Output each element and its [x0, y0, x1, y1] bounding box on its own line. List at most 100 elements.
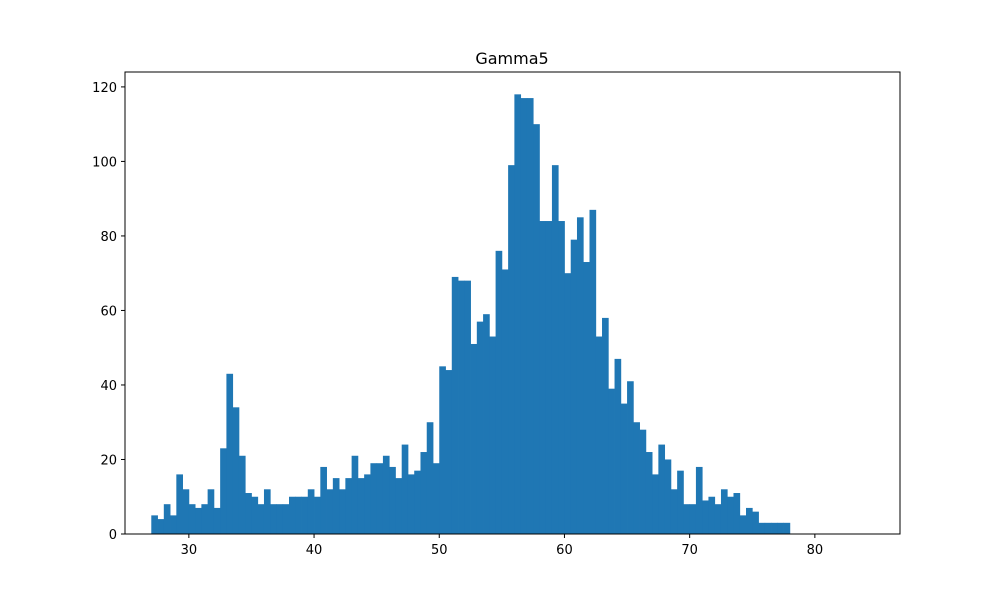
histogram-bar: [232, 407, 240, 534]
plot-frame: [124, 71, 901, 535]
x-tick-label: 40: [306, 543, 323, 558]
histogram-bar: [270, 504, 277, 534]
histogram-bar: [720, 489, 728, 534]
histogram-bar: [501, 269, 509, 534]
histogram-bar: [307, 489, 315, 534]
histogram-bar: [170, 515, 177, 534]
x-axis: 30 40 50 60 70 80: [181, 534, 824, 558]
x-tick-label: 50: [431, 543, 448, 558]
y-tick-label: 100: [92, 155, 117, 170]
histogram-bar: [238, 455, 246, 534]
histogram-bar: [564, 273, 572, 534]
histogram-bar: [746, 507, 753, 534]
x-tick-label: 80: [807, 543, 824, 558]
bars-group: [151, 94, 791, 534]
histogram-bar: [627, 381, 634, 534]
histogram-bar: [345, 478, 353, 534]
histogram-bar: [276, 504, 284, 534]
histogram-bar: [195, 507, 202, 534]
histogram-bar: [483, 314, 490, 534]
x-tick-label: 30: [181, 543, 198, 558]
histogram-bar: [645, 452, 653, 534]
histogram-bar: [301, 496, 309, 534]
histogram-bar: [777, 522, 784, 534]
histogram-bar: [739, 515, 747, 534]
histogram-bar: [526, 98, 534, 534]
histogram-bar: [151, 515, 158, 534]
histogram-bar: [364, 474, 371, 534]
histogram-bar: [188, 504, 196, 534]
histogram-bar: [670, 489, 678, 534]
histogram-bar: [714, 504, 722, 534]
histogram-bar: [570, 239, 578, 534]
histogram-bar: [514, 94, 522, 534]
histogram-bar: [758, 522, 766, 534]
histogram-bar: [257, 504, 265, 534]
histogram-bar: [602, 317, 609, 534]
histogram-bar: [445, 370, 453, 534]
histogram-bar: [545, 221, 553, 534]
histogram-bar: [727, 496, 734, 534]
histogram-bar: [351, 455, 359, 534]
histogram-bar: [508, 165, 515, 534]
histogram-bar: [376, 463, 384, 534]
histogram-bar: [401, 444, 409, 534]
histogram-bar: [439, 366, 446, 534]
histogram-bar: [764, 522, 772, 534]
histogram-bar: [551, 165, 559, 534]
histogram-bar: [357, 478, 365, 534]
histogram-bar: [282, 504, 290, 534]
y-tick-label: 40: [100, 379, 117, 394]
histogram-bar: [220, 448, 227, 534]
histogram-bar: [426, 422, 434, 534]
y-tick-label: 60: [100, 304, 117, 319]
histogram-bar: [389, 466, 396, 534]
histogram-bar: [489, 336, 496, 534]
y-tick-label: 20: [100, 453, 117, 468]
histogram-bar: [464, 280, 471, 534]
histogram-bar: [683, 504, 691, 534]
histogram-bar: [207, 489, 215, 534]
histogram-bar: [470, 343, 478, 534]
histogram-bar: [576, 217, 584, 534]
histogram-bar: [589, 209, 597, 534]
histogram-bar: [633, 422, 640, 534]
histogram-bar: [245, 493, 252, 534]
y-tick-label: 80: [100, 230, 117, 245]
histogram-bar: [163, 504, 171, 534]
histogram-bar: [708, 496, 716, 534]
x-tick-label: 70: [681, 543, 698, 558]
histogram-bar: [639, 429, 647, 534]
histogram-bar: [157, 519, 165, 534]
y-axis: 0 20 40 60 80 100 120: [92, 81, 125, 543]
histogram-bar: [476, 321, 484, 534]
x-tick-label: 60: [556, 543, 573, 558]
histogram-bar: [320, 466, 327, 534]
histogram-bar: [614, 358, 622, 534]
histogram-bar: [213, 507, 221, 534]
histogram-bar: [608, 388, 615, 534]
histogram-bar: [539, 221, 547, 534]
y-tick-label: 120: [92, 81, 117, 96]
histogram-bar: [520, 98, 528, 534]
histogram-bar: [226, 373, 234, 534]
histogram-bar: [295, 496, 302, 534]
histogram-bar: [652, 474, 659, 534]
histogram-bar: [370, 463, 378, 534]
histogram-bar: [689, 504, 697, 534]
histogram-bar: [658, 444, 666, 534]
histogram-bar: [458, 280, 465, 534]
histogram-bar: [263, 489, 271, 534]
histogram-bar: [677, 470, 684, 534]
histogram-bar: [414, 470, 421, 534]
histogram-bar: [771, 522, 778, 534]
histogram-bar: [182, 489, 190, 534]
histogram-bar: [251, 496, 259, 534]
histogram-bar: [176, 474, 183, 534]
histogram-bar: [289, 496, 296, 534]
histogram-bar: [382, 455, 390, 534]
histogram-bar: [332, 478, 340, 534]
histogram-bar: [783, 522, 791, 534]
histogram-bar: [451, 276, 459, 534]
